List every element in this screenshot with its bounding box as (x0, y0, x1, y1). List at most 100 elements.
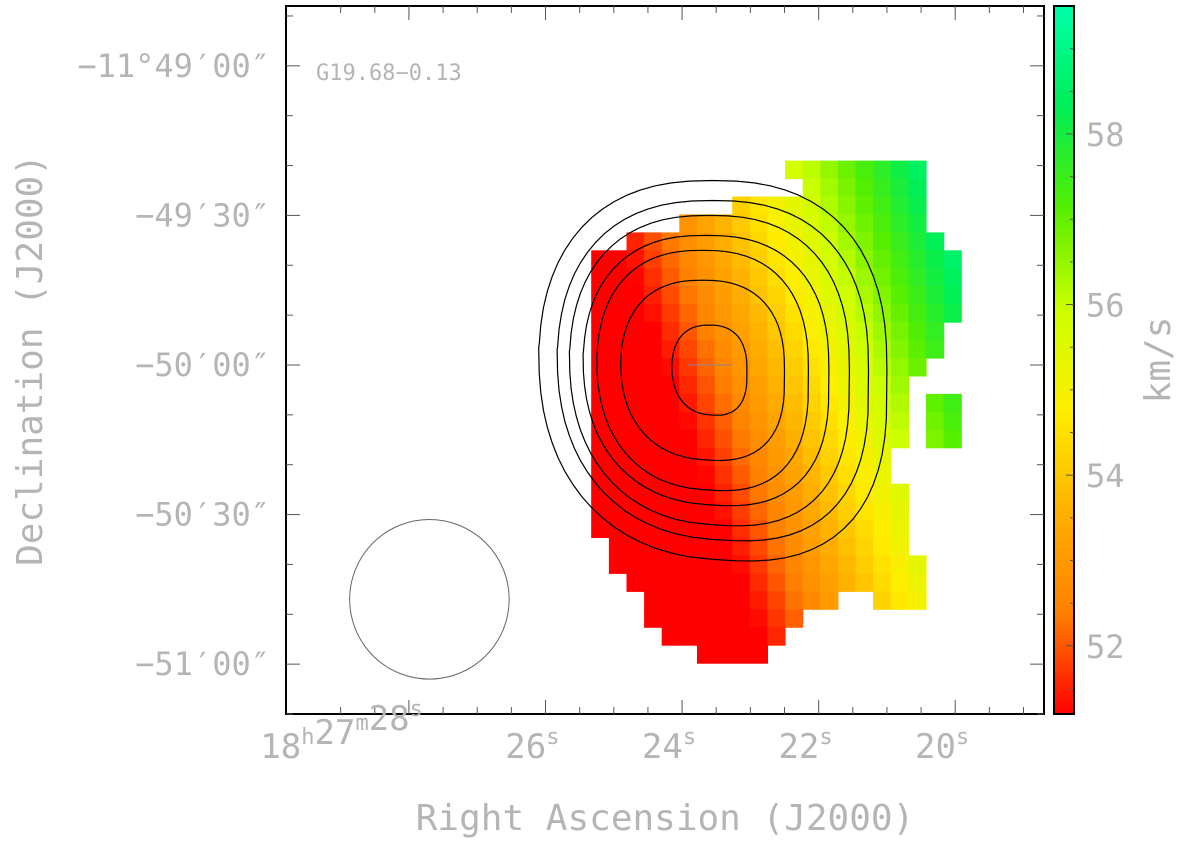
velocity-pixel (890, 411, 909, 431)
velocity-pixel (767, 376, 786, 395)
velocity-pixel (855, 447, 874, 467)
velocity-pixel (908, 232, 927, 251)
velocity-pixel (820, 214, 839, 233)
velocity-pixel (785, 376, 804, 395)
velocity-pixel (661, 411, 680, 431)
velocity-pixel (661, 429, 680, 449)
velocity-pixel (697, 573, 716, 592)
velocity-pixel (732, 519, 751, 538)
velocity-pixel (732, 591, 751, 610)
velocity-pixel (855, 304, 874, 323)
velocity-pixel (732, 268, 751, 287)
velocity-pixel (908, 214, 927, 233)
velocity-pixel (679, 465, 698, 485)
velocity-pixel (820, 519, 839, 538)
contour-level-4 (582, 234, 830, 507)
velocity-pixel (767, 519, 786, 538)
velocity-pixel (908, 340, 927, 359)
velocity-pixel (732, 358, 751, 377)
velocity-pixel (679, 322, 698, 341)
velocity-pixel (890, 232, 909, 251)
velocity-pixel (908, 160, 927, 180)
velocity-pixel (785, 322, 804, 341)
velocity-pixel (926, 268, 945, 287)
velocity-pixel (873, 286, 892, 305)
velocity-pixel (679, 501, 698, 521)
velocity-pixel (697, 232, 716, 251)
velocity-pixel (785, 196, 804, 215)
velocity-pixel (732, 411, 751, 431)
velocity-pixel (626, 250, 645, 269)
velocity-pixel (908, 178, 927, 197)
velocity-pixel (714, 627, 733, 646)
contour-level-7 (671, 324, 748, 416)
velocity-pixel (855, 286, 874, 305)
velocity-pixel (679, 609, 698, 628)
velocity-pixel (626, 411, 645, 431)
velocity-pixel (855, 178, 874, 197)
velocity-pixel (608, 268, 628, 287)
velocity-pixel (626, 232, 645, 251)
velocity-pixel (873, 429, 892, 449)
velocity-pixel (837, 555, 857, 574)
colorbar-tick-label: 56 (1086, 287, 1125, 325)
velocity-pixel (626, 393, 645, 413)
velocity-pixel (626, 304, 645, 323)
velocity-pixel (714, 250, 733, 269)
x-tick-unit: s (819, 725, 832, 750)
velocity-pixel (749, 537, 768, 556)
velocity-pixel (820, 411, 839, 431)
velocity-pixel (943, 268, 962, 287)
velocity-pixel (890, 376, 909, 395)
velocity-pixel (697, 519, 716, 538)
velocity-pixel (714, 645, 733, 664)
velocity-pixel (890, 501, 909, 521)
velocity-pixel (785, 393, 804, 413)
velocity-pixel (785, 573, 804, 592)
colorbar-tick-label: 58 (1086, 116, 1125, 154)
velocity-pixel (855, 393, 874, 413)
velocity-pixel (873, 591, 892, 610)
contour-level-2 (556, 199, 870, 542)
velocity-pixel (714, 483, 733, 503)
velocity-pixel (608, 537, 628, 556)
velocity-pixel (697, 268, 716, 287)
velocity-pixel (697, 501, 716, 521)
velocity-pixel (714, 304, 733, 323)
velocity-pixel (908, 591, 927, 610)
velocity-pixel (644, 465, 663, 485)
velocity-pixel (820, 160, 839, 180)
velocity-pixel (697, 322, 716, 341)
velocity-pixel (785, 286, 804, 305)
velocity-pixel (679, 591, 698, 610)
velocity-pixel (661, 286, 680, 305)
velocity-pixel (926, 250, 945, 269)
velocity-pixel (908, 286, 927, 305)
velocity-pixel (679, 214, 698, 233)
velocity-pixel (802, 304, 821, 323)
velocity-pixel (732, 286, 751, 305)
velocity-pixel (890, 160, 909, 180)
velocity-pixel (749, 555, 768, 574)
velocity-pixel (873, 501, 892, 521)
velocity-pixel (644, 268, 663, 287)
velocity-pixel (749, 393, 768, 413)
velocity-pixel (679, 627, 698, 646)
velocity-pixel (608, 340, 628, 359)
velocity-pixel (714, 447, 733, 467)
velocity-pixel (697, 609, 716, 628)
velocity-pixel (855, 322, 874, 341)
velocity-pixel (714, 268, 733, 287)
velocity-pixel (767, 429, 786, 449)
velocity-pixel (890, 537, 909, 556)
velocity-pixel (626, 447, 645, 467)
velocity-pixel (679, 393, 698, 413)
velocity-pixel (644, 376, 663, 395)
velocity-pixel (767, 609, 786, 628)
velocity-pixel (626, 483, 645, 503)
velocity-pixel (926, 232, 945, 251)
velocity-pixel (855, 501, 874, 521)
velocity-pixel (661, 376, 680, 395)
velocity-pixel (908, 573, 927, 592)
velocity-pixel (820, 340, 839, 359)
